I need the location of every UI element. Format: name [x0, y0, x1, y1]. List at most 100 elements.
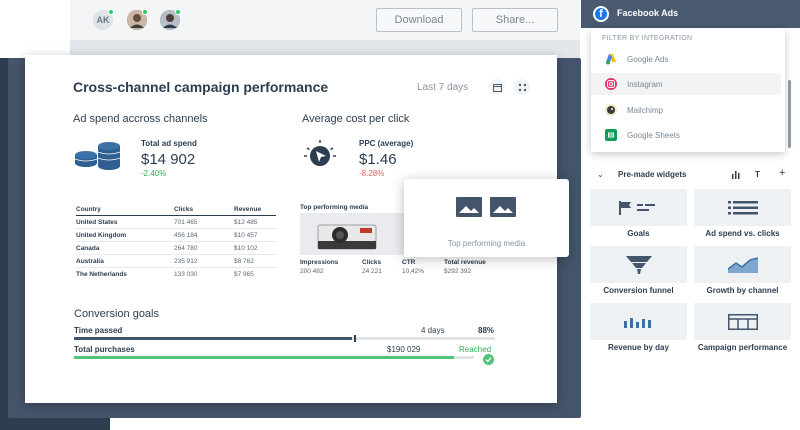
goal-label: Time passed	[74, 326, 123, 335]
column-header: Revenue	[234, 205, 262, 213]
facebook-icon: f	[593, 6, 609, 22]
goal-label: Total purchases	[74, 345, 135, 354]
bar-chart-icon[interactable]	[731, 170, 740, 181]
widget-label: Ad spend vs. clicks	[705, 229, 780, 238]
list-icon	[727, 200, 758, 214]
ad-spend-title: Ad spend accross channels	[73, 113, 208, 125]
goal-value: 4 days	[421, 326, 445, 335]
total-ad-spend-value: $14 902	[141, 151, 196, 168]
stat-label: Total revenue	[444, 259, 486, 266]
table-cell: $12 485	[234, 218, 258, 226]
goal-status: Reached	[459, 345, 492, 354]
table-cell: 456 184	[174, 231, 198, 239]
integration-item-instagram[interactable]: Instagram	[591, 73, 781, 95]
calendar-icon[interactable]	[489, 79, 505, 95]
dragged-widget-tile[interactable]: Top performing media	[404, 179, 569, 257]
download-button[interactable]: Download	[376, 8, 462, 32]
table-cell: United States	[76, 218, 118, 226]
table-cell: The Netherlands	[76, 271, 127, 278]
widget-panel: f Facebook Ads FILTER BY INTEGRATION Goo…	[581, 0, 800, 430]
media-title: Top performing media	[300, 204, 369, 211]
table-cell: Canada	[76, 244, 100, 252]
progress-fill	[74, 337, 352, 340]
table-row: United States 701 465 $12 485	[76, 216, 276, 229]
widget-revenue-by-day[interactable]	[590, 303, 687, 340]
goals-icon	[618, 200, 655, 215]
total-ad-spend-label: Total ad spend	[141, 139, 197, 148]
widget-label: Growth by channel	[706, 286, 779, 295]
media-stat: Impressions 200 482	[300, 259, 338, 275]
ppc-value: $1.46	[359, 151, 397, 168]
table-cell: $8 762	[234, 257, 254, 265]
line-chart-icon	[727, 256, 758, 273]
date-range[interactable]: Last 7 days	[417, 82, 469, 93]
online-indicator	[175, 9, 181, 15]
check-icon	[483, 352, 494, 370]
media-stat: CTR 10,42%	[402, 259, 424, 275]
online-indicator	[142, 9, 148, 15]
widget-goals[interactable]	[590, 189, 687, 226]
column-header: Country	[76, 205, 101, 213]
dropdown-scrollbar[interactable]	[788, 80, 791, 148]
avatar-ak[interactable]: AK	[93, 9, 114, 30]
stat-value: 200 482	[300, 268, 324, 275]
table-cell: 701 465	[174, 218, 198, 226]
table-cell: $10 457	[234, 231, 258, 239]
progress-fill	[74, 356, 454, 359]
widget-label: Revenue by day	[608, 343, 669, 352]
table-row: The Netherlands 133 030 $7 965	[76, 268, 276, 281]
premade-widgets-label: Pre-made widgets	[618, 170, 687, 179]
table-cell: $10 102	[234, 244, 258, 252]
integration-item-google-ads[interactable]: Google Ads	[591, 48, 781, 70]
progress-bar-time	[74, 335, 495, 342]
google-sheets-icon	[605, 129, 617, 141]
stat-value: 10,42%	[402, 268, 425, 275]
widget-label: Top performing media	[447, 239, 526, 248]
goal-value: $190 029	[387, 345, 421, 354]
person-icon	[160, 10, 180, 30]
online-indicator	[108, 9, 114, 15]
integration-item-mailchimp[interactable]: Mailchimp	[591, 99, 781, 121]
mailchimp-icon	[605, 104, 617, 116]
table-cell: Australia	[76, 257, 104, 265]
bar-chart-icon	[623, 317, 651, 328]
person-icon	[127, 10, 147, 30]
funnel-icon	[625, 255, 652, 274]
progress-marker	[354, 335, 356, 342]
panel-header[interactable]: f Facebook Ads	[581, 0, 800, 28]
widget-growth-by-channel[interactable]	[694, 246, 791, 283]
goal-percent: 88%	[478, 326, 495, 335]
conversion-goals-title: Conversion goals	[74, 308, 159, 320]
integration-label: Google Sheets	[627, 130, 680, 140]
stat-label: Clicks	[362, 259, 382, 266]
chevron-down-icon[interactable]: ⌄	[597, 170, 604, 179]
integration-label: Instagram	[627, 79, 663, 89]
ppc-delta: -8.28%	[359, 169, 385, 178]
table-cell: $7 965	[234, 271, 254, 278]
grid-options-icon[interactable]	[514, 79, 530, 95]
stat-value: 24 221	[362, 268, 382, 275]
coins-icon	[73, 141, 125, 176]
widget-conversion-funnel[interactable]	[590, 246, 687, 283]
dashboard-title: Cross-channel campaign performance	[73, 79, 329, 95]
instagram-icon	[605, 78, 617, 90]
media-stat: Clicks 24 221	[362, 259, 382, 275]
widget-campaign-performance[interactable]	[694, 303, 791, 340]
widget-ad-spend-vs-clicks[interactable]	[694, 189, 791, 226]
widget-label: Campaign performance	[697, 343, 788, 352]
add-icon[interactable]: +	[779, 167, 786, 179]
media-stat: Total revenue $292 392	[444, 259, 486, 275]
country-table: Country Clicks Revenue United States 701…	[76, 203, 276, 281]
integration-item-google-sheets[interactable]: Google Sheets	[591, 124, 781, 146]
table-row: United Kingdom 456 184 $10 457	[76, 229, 276, 242]
avatar-user-3[interactable]	[160, 9, 181, 30]
column-header: Clicks	[174, 205, 194, 213]
avatar-user-2[interactable]	[127, 9, 148, 30]
table-row: Australia 235 912 $8 762	[76, 255, 276, 268]
stat-label: CTR	[402, 259, 416, 266]
integration-label: Google Ads	[627, 54, 669, 64]
filter-title: FILTER BY INTEGRATION	[602, 35, 693, 42]
text-icon[interactable]: T	[755, 170, 760, 179]
share-button[interactable]: Share...	[472, 8, 558, 32]
avatar-initials: AK	[96, 15, 110, 25]
